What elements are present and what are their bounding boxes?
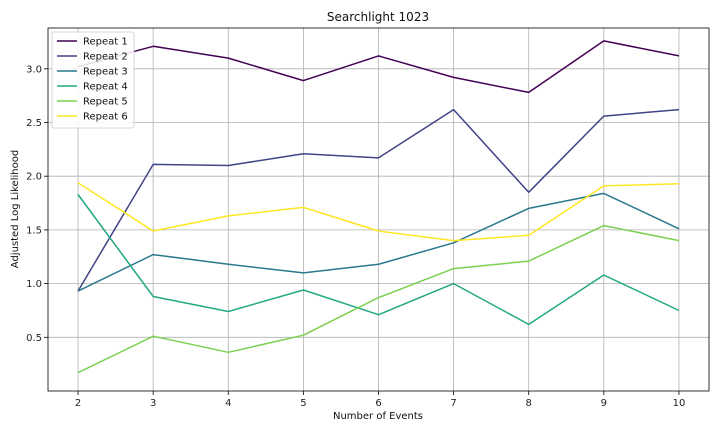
x-tick-label: 9 xyxy=(601,398,607,409)
x-tick-label: 4 xyxy=(225,398,231,409)
y-tick-label: 2.0 xyxy=(26,172,42,183)
series-line-repeat-2 xyxy=(77,108,680,292)
legend-label: Repeat 3 xyxy=(83,67,128,78)
series-line-repeat-4 xyxy=(77,194,680,326)
x-tick-label: 7 xyxy=(450,398,456,409)
x-tick-label: 8 xyxy=(526,398,532,409)
legend-label: Repeat 2 xyxy=(83,52,128,63)
legend-label: Repeat 5 xyxy=(83,97,128,108)
series-line-repeat-6 xyxy=(77,182,680,242)
x-tick-label: 6 xyxy=(375,398,381,409)
y-axis-label: Adjusted Log Likelihood xyxy=(10,150,21,268)
series-line-repeat-5 xyxy=(77,224,680,374)
series-line-repeat-1 xyxy=(77,40,680,94)
x-tick-label: 3 xyxy=(150,398,156,409)
grid xyxy=(48,28,709,391)
legend-label: Repeat 1 xyxy=(83,37,128,48)
series-line-repeat-3 xyxy=(77,192,680,292)
y-tick-label: 1.0 xyxy=(26,279,42,290)
y-tick-label: 2.5 xyxy=(26,118,42,129)
x-tick-label: 10 xyxy=(673,398,686,409)
x-tick-label: 2 xyxy=(75,398,81,409)
axis-ticks: 2 3 4 5 6 7 8 9 10 0.5 1.0 1.5 2.0 2.5 3.0 xyxy=(26,64,685,409)
legend-label: Repeat 4 xyxy=(83,82,128,93)
y-tick-label: 3.0 xyxy=(26,64,42,75)
legend: Repeat 1 Repeat 2 Repeat 3 Repeat 4 Repeat 5… xyxy=(51,31,135,129)
series-lines xyxy=(77,40,680,374)
chart-title: Searchlight 1023 xyxy=(327,10,429,24)
x-axis-label: Number of Events xyxy=(333,411,423,422)
legend-label: Repeat 6 xyxy=(83,112,128,123)
y-tick-label: 1.5 xyxy=(26,225,42,236)
x-tick-label: 5 xyxy=(300,398,306,409)
y-tick-label: 0.5 xyxy=(26,333,42,344)
